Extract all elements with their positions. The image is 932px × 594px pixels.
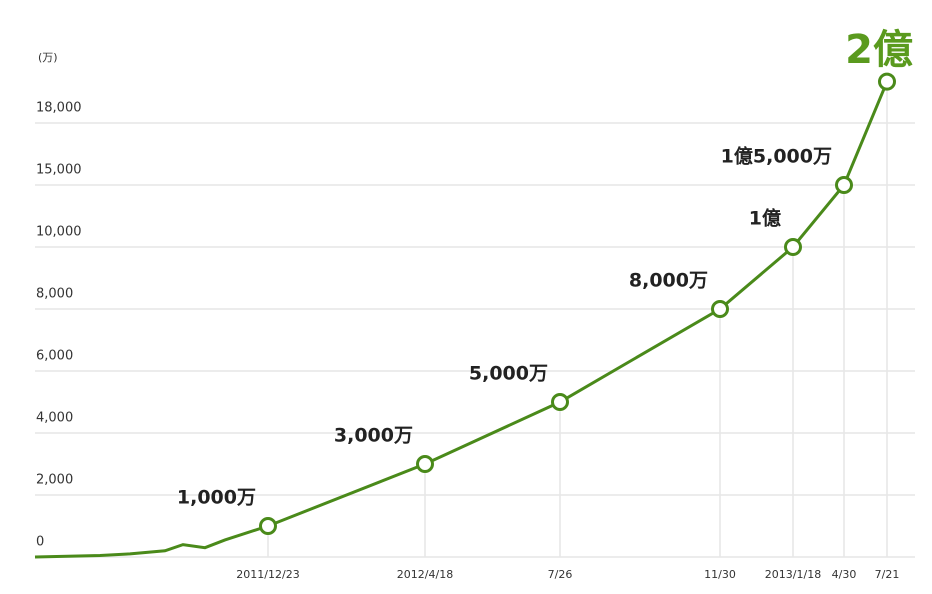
x-tick-label: 11/30 [704, 568, 736, 581]
data-label: 8,000万 [629, 270, 708, 292]
x-tick-label: 7/26 [548, 568, 573, 581]
marker [711, 300, 729, 318]
marker [878, 72, 896, 91]
data-label: 2億 [845, 27, 913, 73]
data-label: 3,000万 [334, 425, 413, 447]
y-tick-label: 15,000 [36, 163, 82, 178]
y-tick-label: 4,000 [36, 411, 73, 426]
marker [551, 393, 569, 411]
marker [835, 176, 853, 194]
y-tick-label: 18,000 [36, 101, 82, 116]
data-label: 1,000万 [177, 487, 256, 509]
x-tick-label: 2011/12/23 [236, 568, 299, 581]
y-tick-label: 6,000 [36, 349, 73, 364]
data-label: 1億 [749, 207, 781, 230]
line [34, 81, 889, 559]
marker [259, 517, 277, 535]
y-tick-label: 10,000 [36, 225, 82, 240]
data-label: 1億5,000万 [721, 145, 832, 168]
x-tick-label: 7/21 [875, 568, 900, 581]
y-tick-label: 2,000 [36, 473, 73, 488]
y-unit: (万) [38, 51, 58, 64]
y-tick-label: 8,000 [36, 287, 73, 302]
y-tick-label: 0 [36, 535, 44, 550]
x-tick-label: 2012/4/18 [397, 568, 453, 581]
x-tick-label: 4/30 [832, 568, 857, 581]
x-tick-label: 2013/1/18 [765, 568, 821, 581]
marker [784, 238, 802, 256]
marker [416, 455, 434, 473]
data-label: 5,000万 [469, 363, 548, 385]
